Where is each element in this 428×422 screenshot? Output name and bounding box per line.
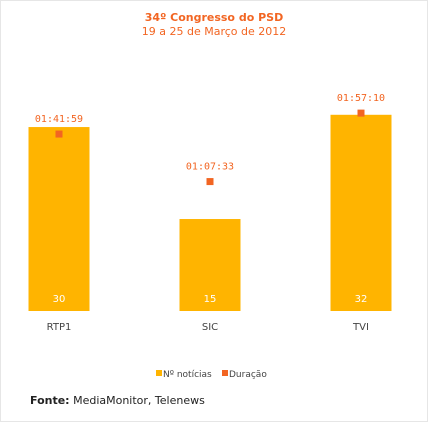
duration-label-sic: 01:07:33	[186, 162, 234, 173]
category-label-sic: SIC	[202, 322, 218, 333]
bar-rtp1	[28, 127, 90, 311]
count-label-tvi: 32	[355, 294, 368, 305]
duration-label-rtp1: 01:41:59	[35, 114, 83, 125]
legend-label-noticias: Nº notícias	[163, 370, 212, 380]
duration-marker-rtp1	[55, 130, 63, 138]
legend-swatch-duracao	[222, 370, 228, 376]
count-label-sic: 15	[204, 294, 217, 305]
chart-subtitle: 19 a 25 de Março de 2012	[142, 25, 287, 38]
legend-swatch-noticias	[156, 370, 162, 376]
bar-sic	[179, 219, 241, 311]
count-label-rtp1: 30	[53, 294, 66, 305]
duration-marker-sic	[206, 178, 214, 186]
source-label: Fonte:	[30, 394, 70, 407]
duration-marker-tvi	[357, 109, 365, 117]
duration-label-tvi: 01:57:10	[337, 93, 385, 104]
category-label-tvi: TVI	[352, 322, 369, 333]
chart-title: 34º Congresso do PSD	[145, 11, 283, 24]
source-text: MediaMonitor, Telenews	[69, 394, 205, 407]
category-label-rtp1: RTP1	[47, 322, 72, 333]
legend-label-duracao: Duração	[229, 370, 267, 380]
bar-tvi	[330, 114, 392, 311]
source-note: Fonte: MediaMonitor, Telenews	[30, 394, 205, 407]
